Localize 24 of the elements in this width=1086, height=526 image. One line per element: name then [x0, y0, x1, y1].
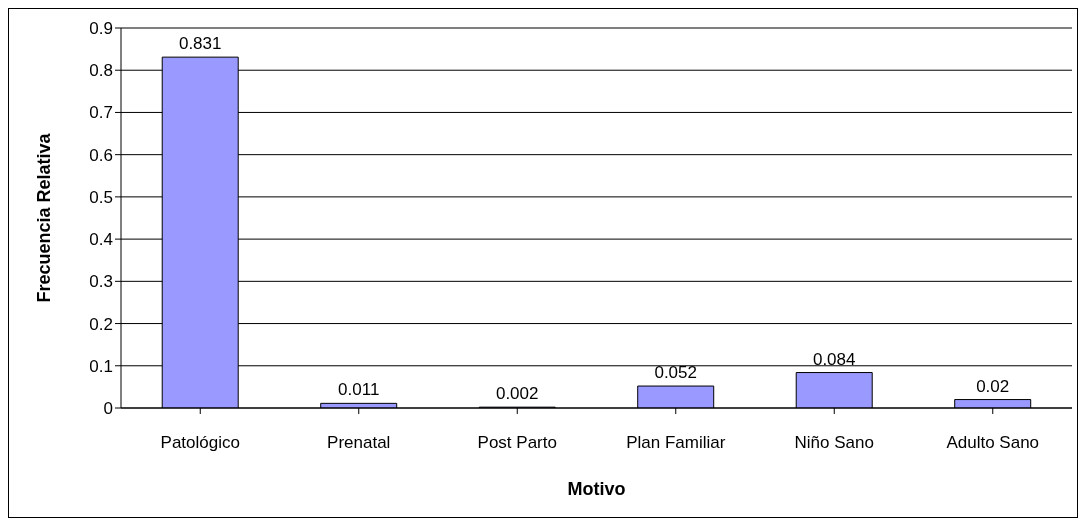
x-tick-label: Plan Familiar [626, 433, 726, 453]
x-axis-title: Motivo [567, 479, 626, 499]
y-tick-label: 0.1 [89, 356, 113, 376]
y-tick-label: 0.9 [89, 19, 113, 39]
data-label: 0.831 [178, 34, 222, 54]
y-axis-title: Frecuencia Relativa [34, 132, 55, 303]
x-tick-label: Prenatal [327, 433, 391, 453]
data-label: 0.02 [976, 376, 1010, 396]
x-tick-label: Patológico [160, 433, 240, 453]
y-tick-label: 0 [103, 399, 113, 419]
y-tick-label: 0.2 [89, 314, 113, 334]
y-tick-label: 0.5 [89, 187, 113, 207]
y-tick-label: 0.6 [89, 145, 113, 165]
data-label: 0.084 [812, 349, 856, 369]
y-tick-label: 0.4 [89, 230, 113, 250]
x-tick-label: Niño Sano [794, 433, 874, 453]
data-label: 0.052 [654, 363, 697, 383]
x-tick-label: Post Parto [477, 433, 557, 453]
y-tick-label: 0.7 [89, 103, 113, 123]
y-tick-label: 0.3 [89, 272, 113, 292]
y-tick-label: 0.8 [89, 61, 113, 81]
data-label: 0.002 [495, 384, 539, 404]
data-label: 0.011 [338, 380, 380, 400]
x-tick-label: Adulto Sano [946, 433, 1040, 453]
